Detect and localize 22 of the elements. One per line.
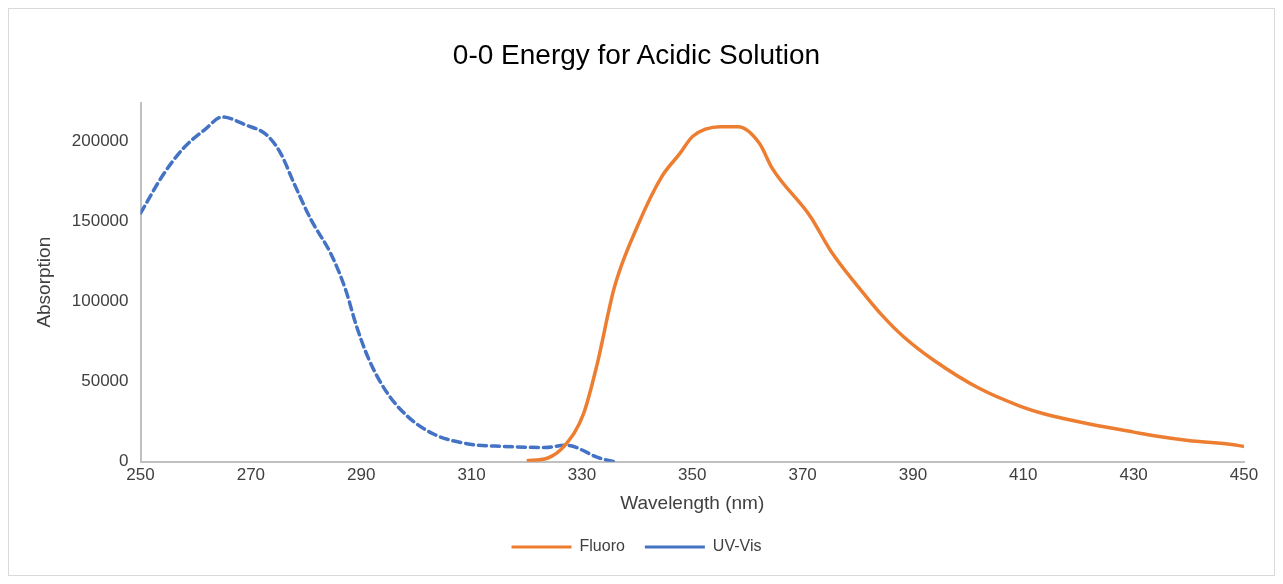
line-series (524, 124, 1244, 462)
x-tick-label: 310 (457, 464, 486, 484)
legend-label: Fluoro (579, 537, 625, 555)
legend-label: UV-Vis (712, 537, 762, 555)
x-tick-label: 350 (678, 464, 707, 484)
x-tick-label: 430 (1119, 464, 1148, 484)
chart-title: 0-0 Energy for Acidic Solution (452, 38, 821, 70)
y-tick-label: 50000 (81, 371, 129, 391)
y-axis-title: Absorption (32, 236, 54, 328)
y-tick-label: 100000 (71, 291, 129, 311)
x-tick-label: 270 (236, 464, 266, 484)
line-series (140, 115, 617, 462)
x-tick-label: 330 (567, 464, 597, 484)
x-tick-label: 370 (788, 464, 817, 484)
x-tick-label: 410 (1009, 464, 1038, 484)
y-tick-label: 150000 (71, 210, 129, 230)
x-tick-label: 390 (898, 464, 928, 484)
y-tick-label: 200000 (71, 130, 129, 150)
x-tick-label: 250 (126, 464, 155, 484)
x-tick-label: 450 (1229, 464, 1259, 484)
x-tick-label: 290 (347, 464, 376, 484)
x-axis-title: Wavelength (nm) (620, 491, 765, 513)
